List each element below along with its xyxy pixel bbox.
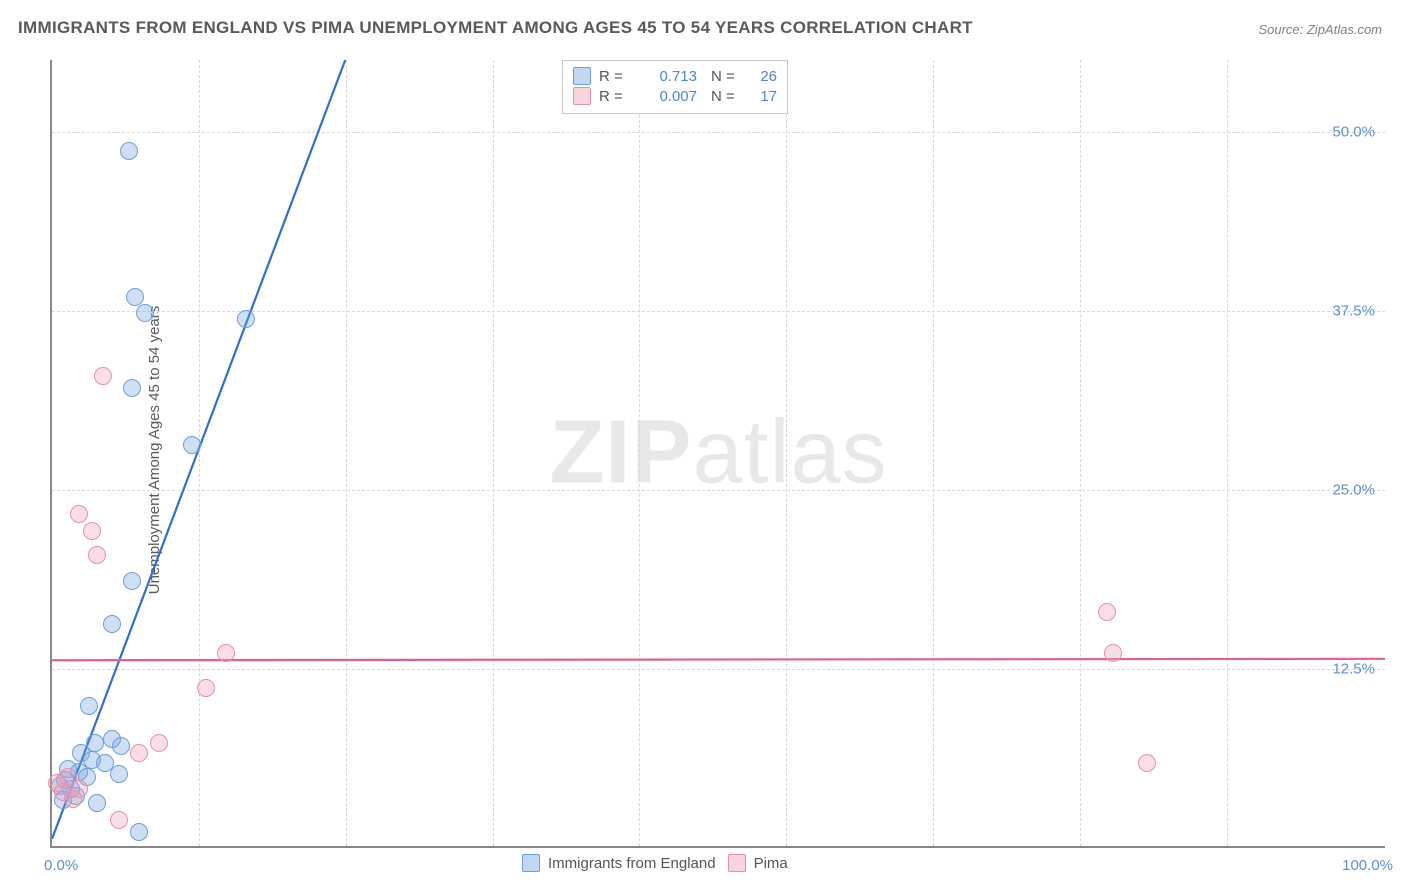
legend-row-blue: R = 0.713 N = 26 bbox=[573, 67, 777, 85]
x-tick-min: 0.0% bbox=[44, 857, 78, 874]
data-point-pink bbox=[197, 679, 215, 697]
trend-lines bbox=[52, 60, 1385, 846]
y-tick-label: 12.5% bbox=[1332, 660, 1375, 677]
data-point-pink bbox=[83, 522, 101, 540]
data-point-pink bbox=[94, 367, 112, 385]
gridline-vertical bbox=[1227, 60, 1228, 846]
data-point-pink bbox=[1104, 644, 1122, 662]
legend-label-blue: Immigrants from England bbox=[548, 855, 716, 872]
r-value-pink: 0.007 bbox=[641, 88, 697, 105]
data-point-pink bbox=[150, 734, 168, 752]
gridline-vertical bbox=[1080, 60, 1081, 846]
y-tick-label: 37.5% bbox=[1332, 302, 1375, 319]
r-label: R = bbox=[599, 68, 633, 85]
x-tick-max: 100.0% bbox=[1342, 857, 1393, 874]
n-label: N = bbox=[711, 68, 741, 85]
data-point-blue bbox=[136, 304, 154, 322]
swatch-blue-icon bbox=[573, 67, 591, 85]
swatch-pink-icon bbox=[573, 87, 591, 105]
data-point-blue bbox=[110, 765, 128, 783]
data-point-pink bbox=[70, 505, 88, 523]
data-point-blue bbox=[88, 794, 106, 812]
data-point-blue bbox=[103, 615, 121, 633]
data-point-blue bbox=[80, 697, 98, 715]
plot-area: ZIPatlas 12.5% 25.0% 37.5% 50.0% R = 0.713 … bbox=[50, 60, 1385, 848]
data-point-pink bbox=[88, 546, 106, 564]
data-point-blue bbox=[112, 737, 130, 755]
watermark-rest: atlas bbox=[692, 403, 887, 503]
correlation-legend: R = 0.713 N = 26 R = 0.007 N = 17 bbox=[562, 60, 788, 114]
data-point-blue bbox=[120, 142, 138, 160]
swatch-pink-icon bbox=[728, 854, 746, 872]
legend-item-blue: Immigrants from England bbox=[522, 854, 716, 872]
swatch-blue-icon bbox=[522, 854, 540, 872]
data-point-blue bbox=[126, 288, 144, 306]
data-point-pink bbox=[1098, 603, 1116, 621]
data-point-blue bbox=[72, 744, 90, 762]
gridline-vertical bbox=[639, 60, 640, 846]
trend-line-pink bbox=[52, 659, 1385, 660]
chart-title: IMMIGRANTS FROM ENGLAND VS PIMA UNEMPLOY… bbox=[18, 18, 973, 38]
gridline-horizontal bbox=[52, 490, 1385, 491]
r-label: R = bbox=[599, 88, 633, 105]
gridline-vertical bbox=[493, 60, 494, 846]
data-point-blue bbox=[237, 310, 255, 328]
gridline-horizontal bbox=[52, 132, 1385, 133]
series-legend: Immigrants from England Pima bbox=[522, 854, 788, 872]
gridline-vertical bbox=[786, 60, 787, 846]
data-point-blue bbox=[123, 379, 141, 397]
data-point-pink bbox=[217, 644, 235, 662]
data-point-pink bbox=[1138, 754, 1156, 772]
n-value-pink: 17 bbox=[749, 88, 777, 105]
data-point-blue bbox=[123, 572, 141, 590]
watermark-bold: ZIP bbox=[549, 403, 692, 503]
y-tick-label: 50.0% bbox=[1332, 123, 1375, 140]
gridline-vertical bbox=[199, 60, 200, 846]
source-attribution: Source: ZipAtlas.com bbox=[1258, 22, 1382, 37]
data-point-pink bbox=[64, 790, 82, 808]
legend-label-pink: Pima bbox=[754, 855, 788, 872]
legend-row-pink: R = 0.007 N = 17 bbox=[573, 87, 777, 105]
legend-item-pink: Pima bbox=[728, 854, 788, 872]
data-point-blue bbox=[130, 823, 148, 841]
r-value-blue: 0.713 bbox=[641, 68, 697, 85]
gridline-vertical bbox=[346, 60, 347, 846]
n-label: N = bbox=[711, 88, 741, 105]
gridline-horizontal bbox=[52, 669, 1385, 670]
n-value-blue: 26 bbox=[749, 68, 777, 85]
gridline-vertical bbox=[933, 60, 934, 846]
y-tick-label: 25.0% bbox=[1332, 481, 1375, 498]
data-point-blue bbox=[183, 436, 201, 454]
data-point-pink bbox=[130, 744, 148, 762]
data-point-pink bbox=[110, 811, 128, 829]
